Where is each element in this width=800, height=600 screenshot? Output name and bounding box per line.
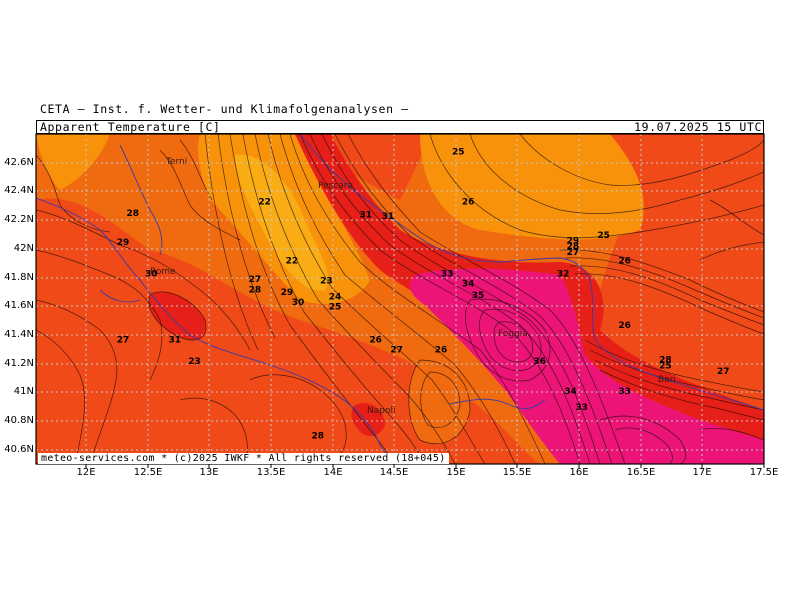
- contour-value-label: 33: [441, 270, 454, 280]
- contour-value-label: 36: [533, 357, 546, 367]
- coastlines: [36, 134, 764, 464]
- lat-label: 41.8N: [4, 272, 34, 283]
- contour-value-label: 32: [557, 270, 570, 280]
- field-extreme: [409, 268, 764, 464]
- lon-label: 12E: [76, 467, 96, 478]
- lon-label: 14E: [323, 467, 343, 478]
- contour-value-label: 26: [435, 346, 448, 356]
- field-very-hot-napoli: [351, 402, 385, 436]
- field-cool-west: [36, 134, 110, 190]
- city-label: Bari: [658, 375, 676, 385]
- contour-value-label: 35: [472, 291, 485, 301]
- city-labels: Terni Pescara Rome Napoli Foggia Bari: [150, 157, 676, 416]
- contour-value-label: 25: [659, 361, 672, 371]
- lon-label: 17.5E: [749, 467, 779, 478]
- lat-label: 42.6N: [4, 157, 34, 168]
- lat-label: 41.2N: [4, 358, 34, 369]
- contour-value-label: 29: [567, 237, 580, 247]
- contour-value-label: 27: [717, 367, 730, 377]
- lon-label: 15E: [446, 467, 466, 478]
- contour-lines: [36, 134, 764, 464]
- city-label: Rome: [150, 267, 176, 277]
- contour-value-label: 29: [117, 238, 130, 248]
- axis-ticks: [85, 464, 765, 468]
- lat-label: 41.4N: [4, 329, 34, 340]
- copyright-credit: meteo-services.com * (c)2025 IWKF * All …: [38, 453, 449, 464]
- contour-value-label: 31: [382, 212, 395, 222]
- contour-value-label: 34: [564, 387, 577, 397]
- city-label: Pescara: [318, 181, 353, 191]
- lon-label: 16.5E: [626, 467, 656, 478]
- city-label: Foggia: [498, 329, 528, 339]
- contour-value-label: 31: [360, 211, 373, 221]
- contour-value-label: 22: [258, 198, 271, 208]
- lon-label: 15.5E: [502, 467, 532, 478]
- lat-label: 42N: [13, 243, 34, 254]
- city-label: Napoli: [367, 406, 395, 416]
- lat-label: 40.8N: [4, 415, 34, 426]
- lon-label: 13E: [199, 467, 219, 478]
- contour-value-label: 25: [597, 231, 610, 241]
- field-coolest-apennine: [235, 154, 329, 291]
- title-bar: [36, 120, 764, 134]
- field-very-hot-rome: [148, 291, 206, 340]
- contour-value-label: 23: [188, 357, 201, 367]
- parameter-title: Apparent Temperature [C]: [40, 120, 221, 134]
- contour-value-label: 27: [390, 346, 403, 356]
- lon-label: 12.5E: [133, 467, 163, 478]
- contour-value-label: 27: [117, 336, 130, 346]
- contour-value-label: 28: [127, 209, 140, 219]
- lat-label: 41.6N: [4, 300, 34, 311]
- lon-label: 14.5E: [379, 467, 409, 478]
- contour-value-label: 28: [567, 242, 580, 252]
- lon-label: 13.5E: [256, 467, 286, 478]
- lon-label: 16E: [569, 467, 589, 478]
- contour-value-label: 28: [312, 432, 325, 442]
- contour-value-label: 34: [462, 280, 475, 290]
- contour-value-label: 33: [575, 403, 588, 413]
- contour-value-label: 26: [462, 198, 475, 208]
- contour-value-label: 31: [169, 336, 182, 346]
- lat-label: 42.4N: [4, 185, 34, 196]
- lat-label: 41N: [13, 386, 34, 397]
- lon-label: 17E: [692, 467, 712, 478]
- lat-label: 42.2N: [4, 214, 34, 225]
- contour-value-label: 28: [249, 285, 262, 295]
- contour-value-label: 30: [292, 298, 305, 308]
- contour-value-label: 23: [320, 277, 333, 287]
- contour-value-label: 27: [567, 248, 580, 258]
- contour-value-label: 30: [145, 270, 158, 280]
- contour-value-label: 33: [618, 387, 631, 397]
- map-frame: [35, 133, 765, 465]
- contour-value-label: 26: [618, 321, 631, 331]
- lat-lon-grid: [36, 134, 764, 464]
- contour-value-label: 26: [618, 257, 631, 267]
- city-label: Terni: [165, 157, 187, 167]
- agency-title: CETA — Inst. f. Wetter- und Klimafolgena…: [40, 102, 409, 116]
- contour-value-label: 28: [659, 356, 672, 366]
- contour-value-label: 25: [452, 148, 465, 158]
- contour-value-label: 22: [286, 257, 299, 267]
- contour-value-label: 25: [329, 303, 342, 313]
- valid-time: 19.07.2025 15 UTC: [634, 120, 762, 134]
- lat-label: 40.6N: [4, 444, 34, 455]
- contour-value-label: 29: [281, 288, 294, 298]
- contour-value-label: 27: [249, 275, 262, 285]
- contour-value-label: 24: [329, 293, 342, 303]
- contour-value-label: 26: [369, 336, 382, 346]
